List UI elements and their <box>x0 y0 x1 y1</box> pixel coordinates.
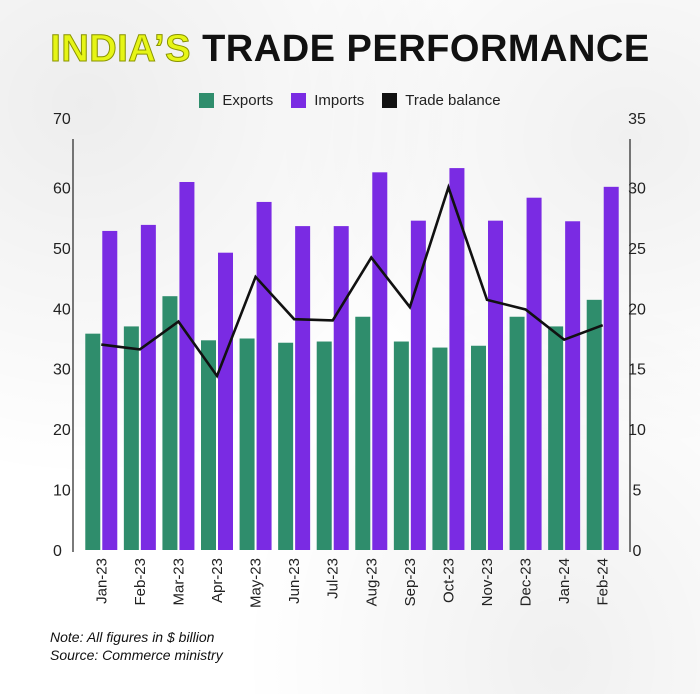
bar-imports <box>565 221 581 551</box>
x-tick-label: Jan-24 <box>556 558 573 604</box>
legend-item-trade-balance: Trade balance <box>382 92 501 109</box>
bar-exports <box>162 296 178 550</box>
x-tick-label: Dec-23 <box>518 558 535 606</box>
bar-imports <box>488 220 503 550</box>
note-source: Source: Commerce ministry <box>50 647 223 663</box>
title-rest: TRADE PERFORMANCE <box>202 28 650 70</box>
right-tick-label: 0 <box>633 543 642 560</box>
x-tick-label: Mar-23 <box>170 558 187 606</box>
bar-exports <box>316 341 332 550</box>
right-tick-label: 15 <box>628 362 646 379</box>
bar-imports <box>179 181 195 551</box>
title-highlight: INDIA’S <box>50 28 192 71</box>
bar-exports <box>201 340 216 550</box>
x-tick-label: Apr-23 <box>209 558 226 603</box>
bar-imports <box>102 230 118 551</box>
right-tick-label: 30 <box>628 180 646 197</box>
bar-exports <box>85 333 101 550</box>
legend-swatch-imports <box>291 93 307 108</box>
legend-label-imports: Imports <box>314 92 365 109</box>
x-tick-label: Feb-23 <box>132 558 149 606</box>
chart-notes: Note: All figures in $ billion Source: C… <box>50 628 223 664</box>
left-tick-label: 50 <box>53 241 71 258</box>
bar-exports <box>586 299 602 550</box>
x-tick-label: Jan-23 <box>93 558 110 604</box>
bar-exports <box>393 341 409 550</box>
bar-imports <box>295 226 311 551</box>
bar-imports <box>333 226 349 551</box>
left-tick-label: 60 <box>53 180 71 197</box>
x-tick-label: Jun-23 <box>286 558 303 604</box>
right-tick-label: 20 <box>628 301 646 318</box>
left-tick-label: 70 <box>53 111 71 128</box>
left-tick-label: 30 <box>53 362 71 379</box>
right-tick-label: 25 <box>628 241 646 258</box>
chart-legend: Exports Imports Trade balance <box>0 92 700 109</box>
bar-exports <box>432 347 448 550</box>
right-tick-label: 10 <box>628 422 646 439</box>
legend-item-exports: Exports <box>199 92 273 109</box>
bar-exports <box>509 316 525 550</box>
line-trade-balance <box>101 183 604 379</box>
legend-swatch-exports <box>199 93 215 108</box>
legend-swatch-trade-balance <box>382 93 398 108</box>
bar-imports <box>372 172 388 551</box>
legend-label-trade-balance: Trade balance <box>405 92 501 109</box>
bar-imports <box>140 224 156 550</box>
x-tick-label: Aug-23 <box>363 558 380 606</box>
left-tick-label: 0 <box>53 543 62 560</box>
chart-title: INDIA’S TRADE PERFORMANCE <box>0 28 700 71</box>
bar-exports <box>278 342 294 550</box>
bar-exports <box>239 338 255 550</box>
x-tick-label: Feb-24 <box>595 558 612 606</box>
bar-exports <box>123 326 139 550</box>
bar-imports <box>526 197 542 551</box>
bar-exports <box>471 345 486 550</box>
x-tick-label: Nov-23 <box>479 558 496 606</box>
bar-imports <box>410 220 426 550</box>
x-tick-label: Oct-23 <box>440 558 457 603</box>
x-tick-label: Sep-23 <box>402 558 419 606</box>
bar-imports <box>218 252 233 551</box>
right-tick-label: 5 <box>633 483 642 500</box>
right-tick-label: 35 <box>628 111 646 128</box>
bar-imports <box>603 186 619 550</box>
bar-imports <box>256 201 272 550</box>
legend-label-exports: Exports <box>222 92 274 109</box>
bar-imports <box>449 168 465 550</box>
bar-exports <box>548 326 564 550</box>
left-tick-label: 40 <box>53 301 71 318</box>
x-tick-label: Jul-23 <box>325 558 342 599</box>
legend-item-imports: Imports <box>291 92 364 109</box>
bar-exports <box>355 316 371 550</box>
x-tick-label: May-23 <box>248 558 265 608</box>
note-units: Note: All figures in $ billion <box>50 629 215 645</box>
left-tick-label: 10 <box>53 483 71 500</box>
left-tick-label: 20 <box>53 422 71 439</box>
